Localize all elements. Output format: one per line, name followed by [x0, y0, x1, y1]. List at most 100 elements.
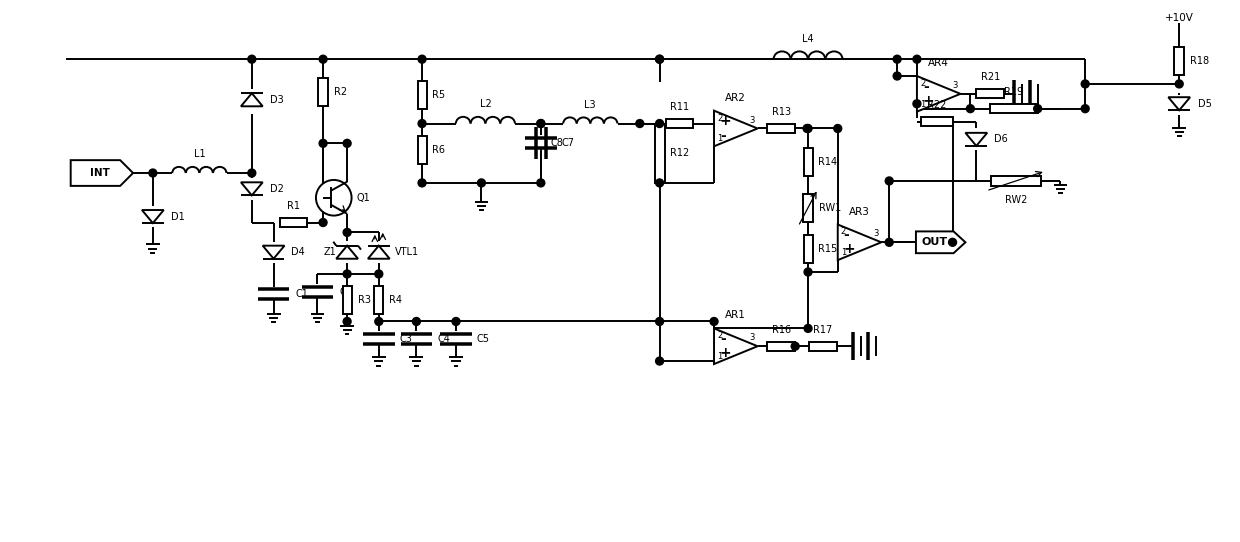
Circle shape [248, 55, 255, 63]
Text: -: - [720, 128, 725, 143]
Circle shape [791, 342, 799, 350]
Polygon shape [241, 93, 263, 106]
Circle shape [149, 169, 156, 177]
Text: D6: D6 [994, 134, 1008, 144]
Circle shape [343, 228, 351, 236]
Bar [418, 137, 427, 164]
Text: 1: 1 [717, 352, 722, 361]
Circle shape [343, 318, 351, 325]
Circle shape [656, 318, 663, 325]
Text: 2: 2 [717, 331, 722, 340]
Circle shape [656, 357, 663, 365]
Text: R14: R14 [818, 157, 837, 167]
Circle shape [913, 100, 921, 108]
Circle shape [316, 180, 352, 216]
Circle shape [418, 179, 427, 187]
Text: R17: R17 [813, 325, 832, 335]
Text: D1: D1 [171, 211, 185, 222]
Text: INT: INT [91, 168, 110, 178]
Text: R2: R2 [334, 87, 347, 97]
Text: R6: R6 [433, 145, 445, 155]
Text: R3: R3 [357, 295, 371, 305]
Bar [921, 117, 952, 126]
Text: R21: R21 [981, 73, 999, 82]
Text: D2: D2 [269, 184, 284, 194]
Text: +: + [923, 94, 935, 108]
Bar [804, 235, 812, 263]
Circle shape [804, 268, 812, 276]
Polygon shape [838, 224, 882, 260]
Circle shape [1081, 105, 1089, 113]
Circle shape [893, 72, 901, 80]
Circle shape [343, 270, 351, 278]
Bar [342, 286, 352, 314]
Text: -: - [720, 332, 725, 346]
Text: C3: C3 [399, 334, 413, 344]
Text: VTL1: VTL1 [394, 247, 419, 257]
Text: C2: C2 [340, 287, 352, 297]
Text: L4: L4 [802, 34, 813, 43]
Polygon shape [368, 246, 389, 259]
Text: 3: 3 [749, 115, 755, 125]
Circle shape [537, 120, 544, 127]
Text: OUT: OUT [921, 237, 947, 247]
Bar [418, 81, 427, 109]
Text: +: + [720, 114, 732, 128]
Text: R13: R13 [771, 107, 791, 117]
Text: D3: D3 [269, 95, 284, 105]
Text: C1: C1 [295, 289, 309, 299]
Text: R4: R4 [389, 295, 402, 305]
Text: Z1: Z1 [324, 247, 336, 257]
Bar [804, 149, 812, 176]
Circle shape [537, 120, 544, 127]
Polygon shape [241, 182, 263, 195]
Text: +: + [843, 242, 856, 256]
Text: -: - [923, 80, 929, 94]
Text: 3: 3 [749, 333, 755, 342]
Text: 1: 1 [920, 100, 925, 109]
Bar [768, 124, 795, 133]
Text: C8: C8 [551, 138, 564, 149]
Circle shape [319, 55, 327, 63]
Circle shape [374, 318, 383, 325]
Text: AR1: AR1 [725, 311, 746, 320]
Polygon shape [714, 111, 758, 146]
Circle shape [885, 177, 893, 185]
Circle shape [656, 120, 663, 127]
Circle shape [374, 270, 383, 278]
Circle shape [636, 120, 644, 127]
Text: C5: C5 [477, 334, 490, 344]
Circle shape [1081, 80, 1089, 88]
Bar [1174, 47, 1184, 75]
Bar [768, 342, 795, 351]
Text: 3: 3 [873, 229, 878, 238]
Bar [279, 218, 308, 227]
Circle shape [656, 55, 663, 63]
Circle shape [418, 120, 427, 127]
Circle shape [343, 139, 351, 147]
Text: C4: C4 [438, 334, 450, 344]
Bar [804, 194, 813, 222]
Text: R15: R15 [818, 244, 838, 254]
Circle shape [477, 179, 485, 187]
Text: L1: L1 [193, 149, 205, 159]
Polygon shape [1168, 97, 1190, 110]
Text: -: - [843, 228, 849, 242]
Text: RW1: RW1 [818, 203, 841, 212]
Circle shape [413, 318, 420, 325]
Bar [319, 78, 329, 106]
Text: 2: 2 [920, 79, 925, 88]
Text: R12: R12 [671, 148, 689, 158]
Text: AR2: AR2 [725, 93, 746, 103]
Text: 2: 2 [841, 228, 846, 236]
Bar [655, 124, 665, 183]
Circle shape [711, 318, 718, 325]
Text: AR3: AR3 [849, 207, 870, 217]
Text: +10V: +10V [1164, 12, 1194, 23]
Text: RW2: RW2 [1004, 195, 1027, 205]
Polygon shape [141, 210, 164, 223]
Circle shape [966, 105, 975, 113]
Circle shape [1034, 105, 1042, 113]
Text: R18: R18 [1190, 56, 1209, 66]
Polygon shape [71, 160, 133, 186]
